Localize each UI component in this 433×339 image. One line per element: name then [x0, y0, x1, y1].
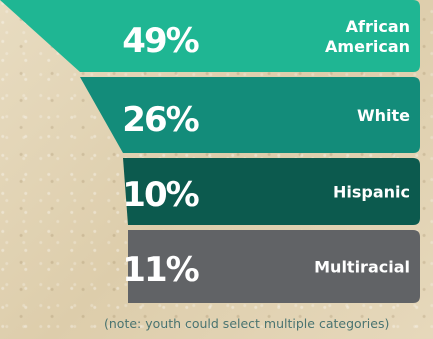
value-label-multiracial: 11%	[122, 250, 198, 290]
category-label-white: White	[357, 106, 410, 125]
value-label-african-american: 49%	[122, 21, 198, 61]
funnel-band-african-american	[0, 0, 420, 72]
category-label-african-american: African American	[325, 17, 410, 56]
category-label-multiracial: Multiracial	[314, 258, 410, 277]
value-label-hispanic: 10%	[122, 175, 198, 215]
chart-note: (note: youth could select multiple categ…	[104, 316, 390, 331]
funnel-band-hispanic	[123, 158, 420, 225]
category-label-hispanic: Hispanic	[333, 183, 410, 202]
funnel-band-multiracial	[128, 230, 420, 303]
funnel-band-white	[80, 77, 420, 153]
value-label-white: 26%	[122, 100, 198, 140]
